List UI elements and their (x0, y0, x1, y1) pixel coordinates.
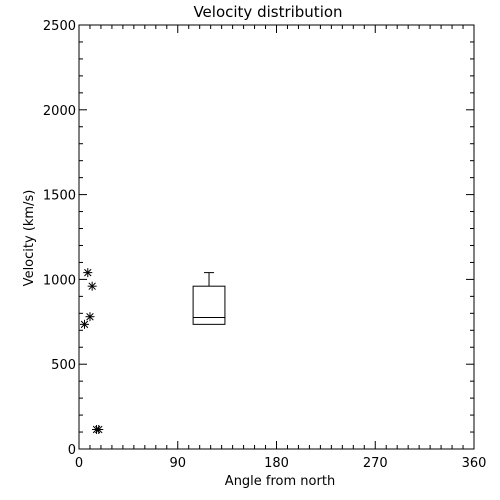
data-point (85, 312, 95, 322)
axis-tick-labels: 0 90 180 270 360 0 500 1000 1500 2000 2500 (43, 19, 487, 471)
point-stroke (80, 320, 89, 329)
x-tick-label: 0 (75, 456, 83, 471)
x-tick-label: 180 (264, 456, 289, 471)
y-tick-label: 0 (68, 443, 76, 458)
data-point (87, 281, 97, 291)
point-stroke (84, 268, 92, 277)
point-stroke (88, 282, 96, 290)
y-tick-label: 2500 (43, 19, 76, 34)
y-tick-label: 1000 (43, 273, 76, 288)
x-tick-label: 90 (169, 456, 186, 471)
y-tick-label: 1500 (43, 189, 76, 204)
y-axis-title: Velocity (km/s) (22, 190, 37, 287)
point-stroke (86, 312, 94, 321)
x-axis-title: Angle from north (225, 474, 335, 489)
data-point (79, 319, 89, 329)
point-stroke (95, 425, 103, 434)
data-point (94, 424, 104, 434)
scatter-points (79, 268, 104, 434)
y-tick-label: 500 (51, 358, 76, 373)
axis-ticks (78, 24, 475, 450)
chart-title: Velocity distribution (193, 3, 342, 21)
boxplot (192, 272, 226, 325)
y-tick-label: 2000 (43, 104, 76, 119)
data-point (83, 268, 93, 278)
x-tick-label: 270 (363, 456, 388, 471)
x-tick-label: 360 (462, 456, 487, 471)
